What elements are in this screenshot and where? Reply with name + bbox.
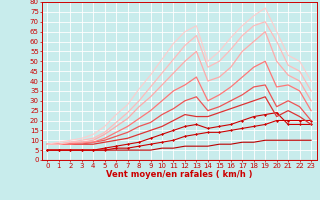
- X-axis label: Vent moyen/en rafales ( km/h ): Vent moyen/en rafales ( km/h ): [106, 170, 252, 179]
